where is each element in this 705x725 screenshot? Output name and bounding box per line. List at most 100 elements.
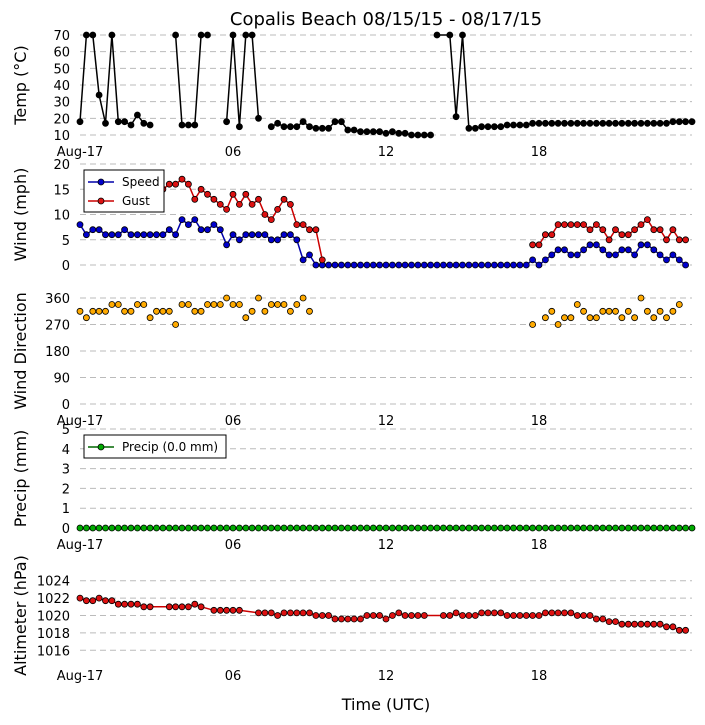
- y-tick-label: 3: [62, 463, 70, 478]
- data-point: [153, 524, 160, 532]
- legend-marker: [97, 443, 105, 451]
- data-point: [446, 612, 454, 619]
- data-point: [267, 609, 275, 617]
- data-point: [484, 524, 492, 532]
- y-tick-label: 0: [62, 398, 70, 413]
- data-point: [121, 307, 128, 315]
- data-point: [663, 256, 670, 264]
- data-point: [624, 524, 632, 532]
- data-point: [497, 609, 505, 617]
- data-point: [644, 241, 651, 249]
- y-tick-label: 1: [62, 502, 70, 517]
- x-tick-label: Aug-17: [57, 669, 104, 684]
- x-tick-label: 12: [378, 538, 395, 553]
- data-point: [191, 216, 199, 224]
- data-point: [325, 261, 333, 269]
- x-tick-label: 18: [531, 538, 548, 553]
- data-point: [459, 31, 466, 39]
- x-tick-label: Aug-17: [57, 145, 104, 160]
- data-point: [433, 31, 441, 39]
- data-point: [395, 129, 403, 137]
- data-point: [210, 301, 218, 308]
- data-point: [216, 524, 224, 532]
- y-tick-label: 30: [53, 96, 70, 111]
- data-point: [318, 524, 326, 532]
- data-point: [159, 307, 167, 315]
- data-point: [637, 620, 645, 628]
- data-point: [140, 524, 148, 532]
- data-point: [325, 612, 333, 619]
- x-tick-label: 06: [225, 414, 242, 429]
- series-line: [79, 34, 151, 126]
- series-altimeter: [76, 594, 689, 634]
- data-point: [267, 123, 275, 131]
- data-point: [376, 261, 384, 269]
- data-point: [191, 195, 199, 203]
- data-point: [490, 524, 498, 532]
- data-point: [204, 524, 211, 532]
- data-point: [388, 261, 396, 269]
- data-point: [420, 524, 428, 532]
- legend-box: [83, 434, 227, 459]
- data-point: [605, 119, 613, 127]
- data-point: [637, 524, 645, 532]
- y-tick-label: 0: [62, 259, 70, 274]
- y-tick-label: 1024: [37, 575, 70, 590]
- y-axis-label: Temp (°C): [11, 45, 30, 125]
- data-point: [363, 261, 371, 269]
- data-point: [299, 524, 307, 532]
- data-point: [267, 216, 275, 224]
- data-point: [235, 606, 243, 614]
- legend-label: Speed: [122, 175, 160, 189]
- data-point: [439, 612, 447, 619]
- data-point: [561, 524, 568, 532]
- data-point: [216, 301, 224, 308]
- series-line: [437, 34, 692, 130]
- data-point: [83, 524, 90, 532]
- y-tick-label: 5: [62, 423, 70, 438]
- data-point: [235, 301, 243, 308]
- data-point: [599, 307, 607, 315]
- y-tick-label: 50: [53, 62, 70, 77]
- data-point: [204, 190, 211, 198]
- data-point: [401, 524, 409, 532]
- data-point: [637, 119, 645, 127]
- data-point: [382, 524, 390, 532]
- data-point: [548, 609, 556, 617]
- data-point: [573, 612, 581, 619]
- data-point: [197, 226, 205, 234]
- data-point: [306, 251, 313, 259]
- data-point: [675, 301, 683, 308]
- data-point: [121, 118, 128, 126]
- data-point: [593, 615, 600, 623]
- data-point: [567, 119, 575, 127]
- data-point: [76, 524, 84, 532]
- data-point: [465, 124, 473, 132]
- data-point: [650, 524, 658, 532]
- series-precip-0-0-mm-: [76, 524, 696, 532]
- data-point: [235, 524, 243, 532]
- x-tick-label: 18: [531, 669, 548, 684]
- data-point: [325, 524, 333, 532]
- x-tick-label: 06: [225, 669, 242, 684]
- series-temp: [76, 31, 696, 139]
- data-point: [312, 612, 320, 619]
- data-point: [83, 231, 90, 239]
- data-point: [503, 612, 511, 619]
- data-point: [465, 524, 473, 532]
- data-point: [529, 241, 536, 249]
- data-point: [102, 119, 109, 127]
- data-point: [178, 301, 186, 308]
- y-axis-label: Wind Direction: [11, 292, 30, 410]
- data-point: [261, 211, 269, 218]
- data-point: [223, 241, 231, 249]
- data-point: [140, 119, 148, 127]
- data-point: [433, 524, 441, 532]
- data-point: [465, 261, 473, 269]
- series-line: [225, 34, 260, 127]
- data-point: [76, 594, 84, 602]
- y-tick-label: 20: [53, 112, 70, 127]
- data-point: [235, 200, 243, 208]
- data-point: [586, 119, 594, 127]
